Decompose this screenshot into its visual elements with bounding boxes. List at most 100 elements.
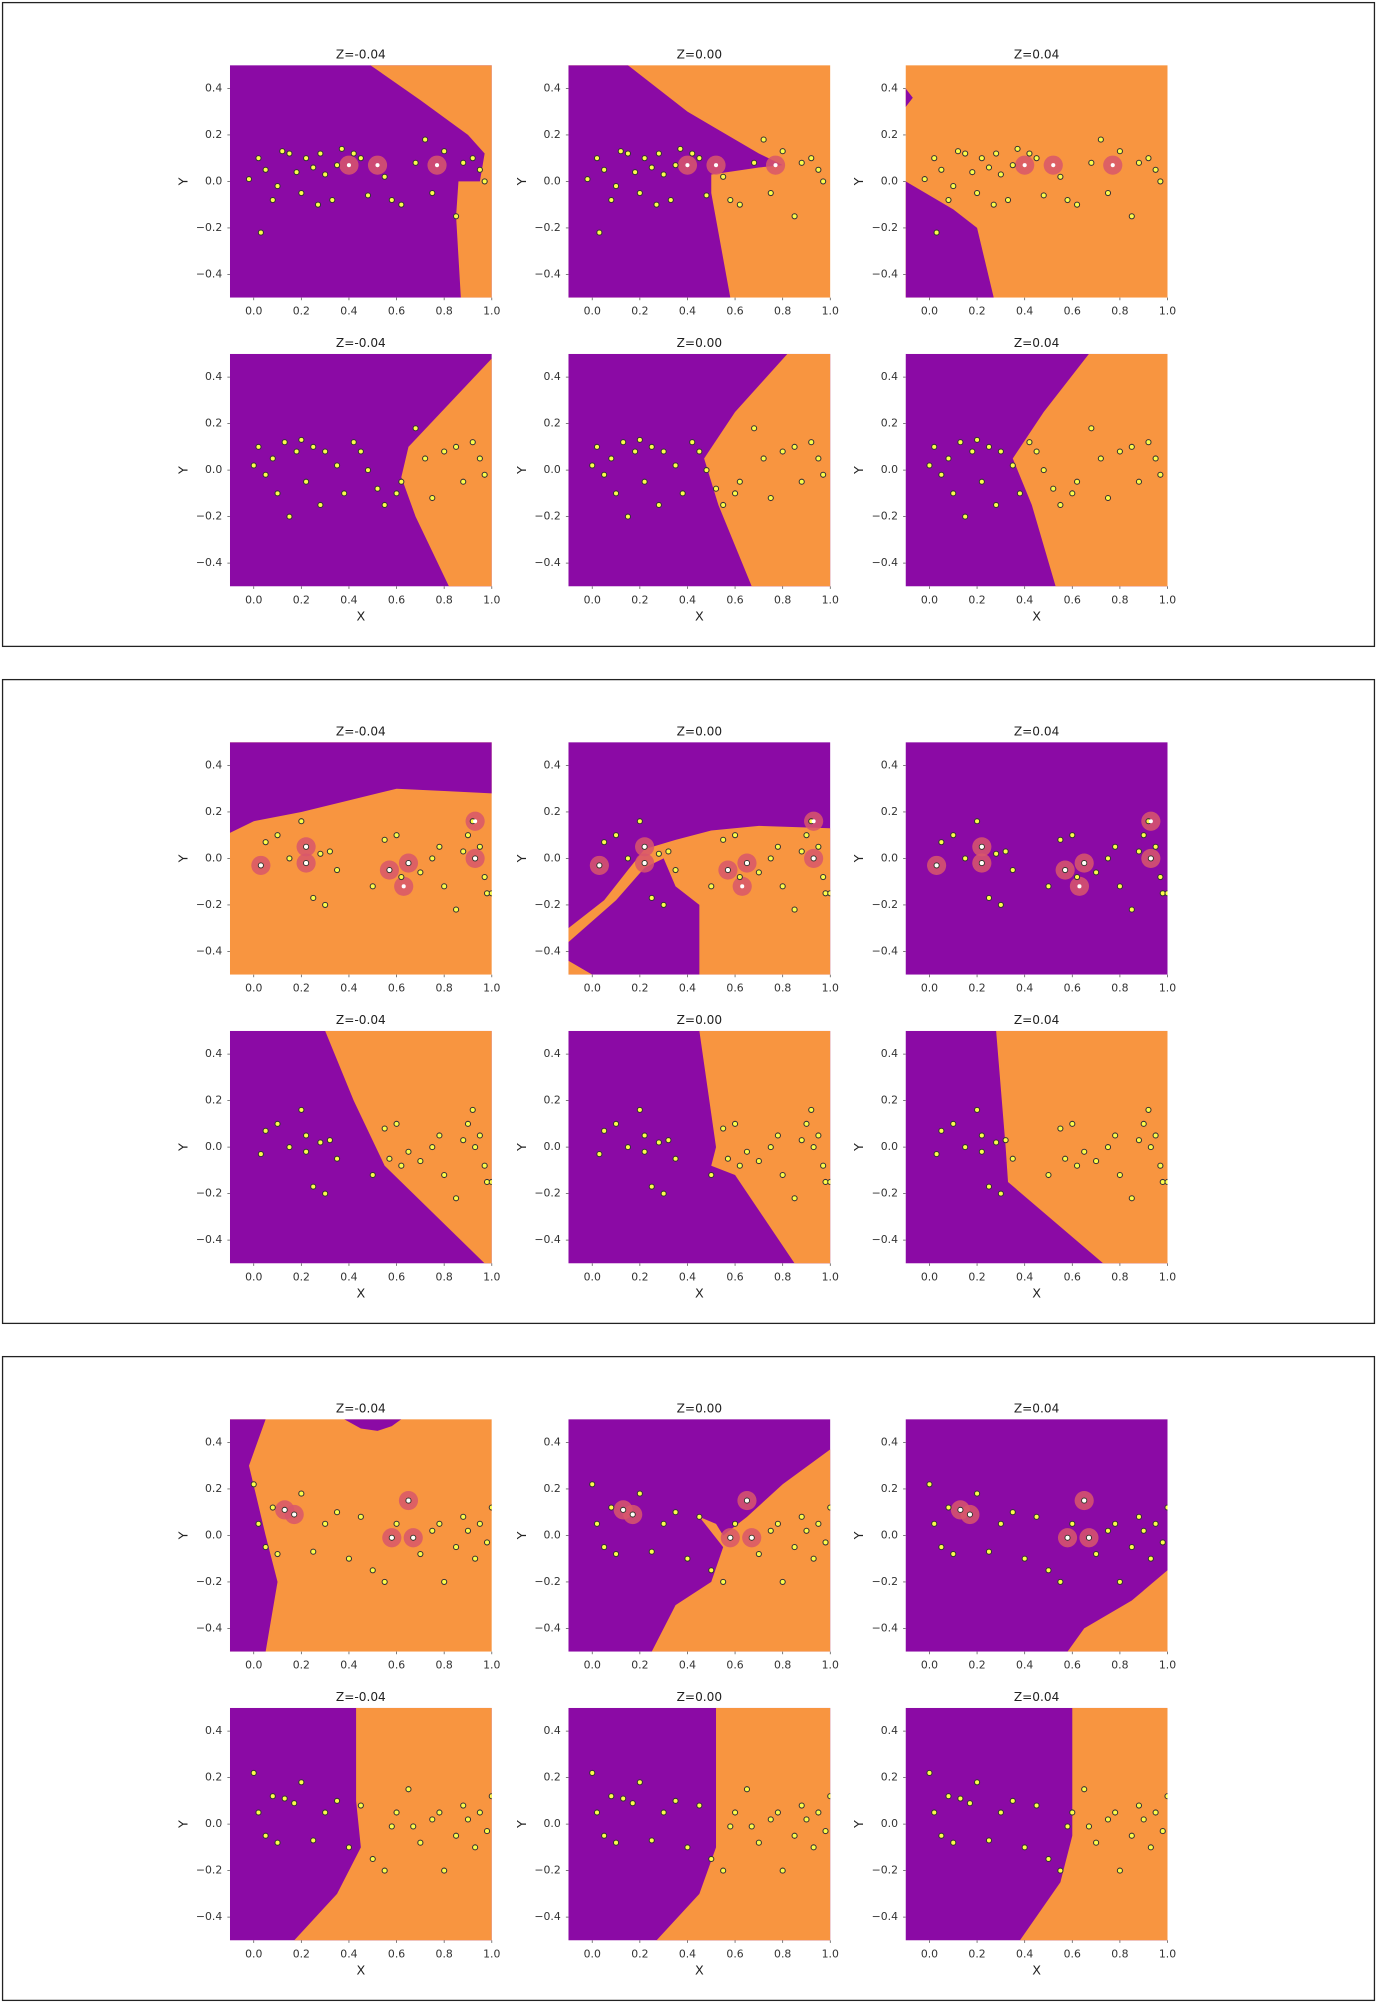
point (732, 1520, 739, 1527)
point (791, 906, 798, 913)
point (269, 455, 276, 462)
point (931, 1520, 938, 1527)
point (281, 439, 288, 446)
y-tick-label: 0.0 (205, 851, 222, 864)
point (969, 448, 976, 455)
decision-region (699, 1030, 831, 1264)
point (938, 166, 945, 173)
point (398, 201, 405, 208)
x-tick-label: 0.6 (726, 1270, 743, 1283)
point (648, 1548, 655, 1555)
point (441, 1171, 448, 1179)
point (974, 1490, 981, 1497)
point (393, 490, 400, 497)
point (820, 873, 827, 881)
point (779, 1171, 786, 1179)
point (672, 1509, 679, 1516)
subplot (229, 1707, 492, 1941)
point (262, 839, 269, 846)
point (660, 171, 667, 178)
x-tick-label: 0.8 (1111, 1947, 1128, 1960)
y-tick-label: 0.2 (544, 1094, 561, 1107)
y-tick-label: 0.2 (544, 1771, 561, 1784)
point (357, 155, 364, 162)
decision-region (568, 960, 593, 975)
point (1057, 1867, 1064, 1874)
point (364, 192, 372, 199)
point (720, 173, 727, 180)
subplot-title: Z=0.04 (1014, 724, 1060, 738)
y-tick-label: 0.0 (544, 463, 561, 476)
point (481, 1162, 488, 1169)
point (436, 1520, 443, 1527)
point (815, 1132, 822, 1139)
point (381, 1578, 388, 1586)
highlight-center (346, 163, 351, 168)
point (1026, 150, 1033, 157)
x-tick-label: 0.2 (631, 1947, 648, 1960)
point (938, 1543, 945, 1551)
highlight-center (1148, 819, 1153, 824)
x-tick-label: 0.6 (1064, 1947, 1081, 1960)
point (945, 1504, 952, 1511)
y-tick-label: 0.4 (544, 370, 561, 383)
panel-border (1, 678, 1376, 1325)
point (453, 906, 460, 913)
point (815, 1520, 822, 1527)
point (369, 1855, 376, 1863)
point (798, 1513, 805, 1520)
point (369, 1567, 376, 1574)
point (1116, 1171, 1123, 1179)
point (303, 478, 310, 485)
point (997, 1520, 1004, 1527)
point (1152, 455, 1159, 462)
highlight-center (387, 868, 392, 873)
x-tick-label: 0.6 (1064, 305, 1081, 318)
x-tick-label: 1.0 (822, 1270, 839, 1283)
point (997, 901, 1004, 908)
point (1128, 1543, 1135, 1551)
point (820, 1162, 827, 1169)
x-tick-label: 0.8 (436, 305, 453, 318)
x-tick-label: 0.8 (774, 982, 791, 995)
point (357, 1513, 364, 1520)
y-tick-label: 0.0 (881, 463, 898, 476)
y-tick-label: 0.4 (881, 758, 898, 771)
point (441, 448, 448, 455)
highlight-center (979, 861, 984, 866)
point (755, 1839, 762, 1846)
point (381, 1867, 388, 1874)
y-tick-label: 0.2 (881, 1482, 898, 1495)
point (732, 490, 739, 497)
point (808, 1106, 815, 1113)
point (274, 1550, 281, 1558)
point (453, 213, 460, 220)
subplot (905, 1030, 1168, 1264)
point (974, 1779, 981, 1786)
y-tick-label: 0.2 (881, 805, 898, 818)
y-tick-label: 0.4 (881, 81, 898, 94)
point (1104, 494, 1112, 502)
point (333, 1797, 341, 1804)
x-tick-label: 0.4 (1016, 1659, 1033, 1672)
x-tick-label: 0.0 (584, 1659, 601, 1672)
highlight-center (967, 1512, 972, 1517)
point (815, 455, 822, 462)
y-axis-label: Y (176, 1143, 191, 1152)
point (1140, 1527, 1147, 1534)
point (641, 1132, 648, 1139)
x-tick-label: 0.4 (340, 593, 357, 606)
y-tick-label: −0.4 (196, 1910, 222, 1923)
point (1093, 869, 1100, 876)
point (1033, 155, 1040, 162)
point (417, 1158, 424, 1165)
point (1093, 1550, 1100, 1558)
point (596, 1151, 603, 1158)
point (1128, 1195, 1135, 1202)
point (655, 1139, 662, 1146)
point (672, 866, 679, 874)
point (815, 1809, 822, 1816)
point (357, 1802, 364, 1809)
y-axis-label: Y (515, 1820, 530, 1829)
point (732, 1120, 739, 1127)
